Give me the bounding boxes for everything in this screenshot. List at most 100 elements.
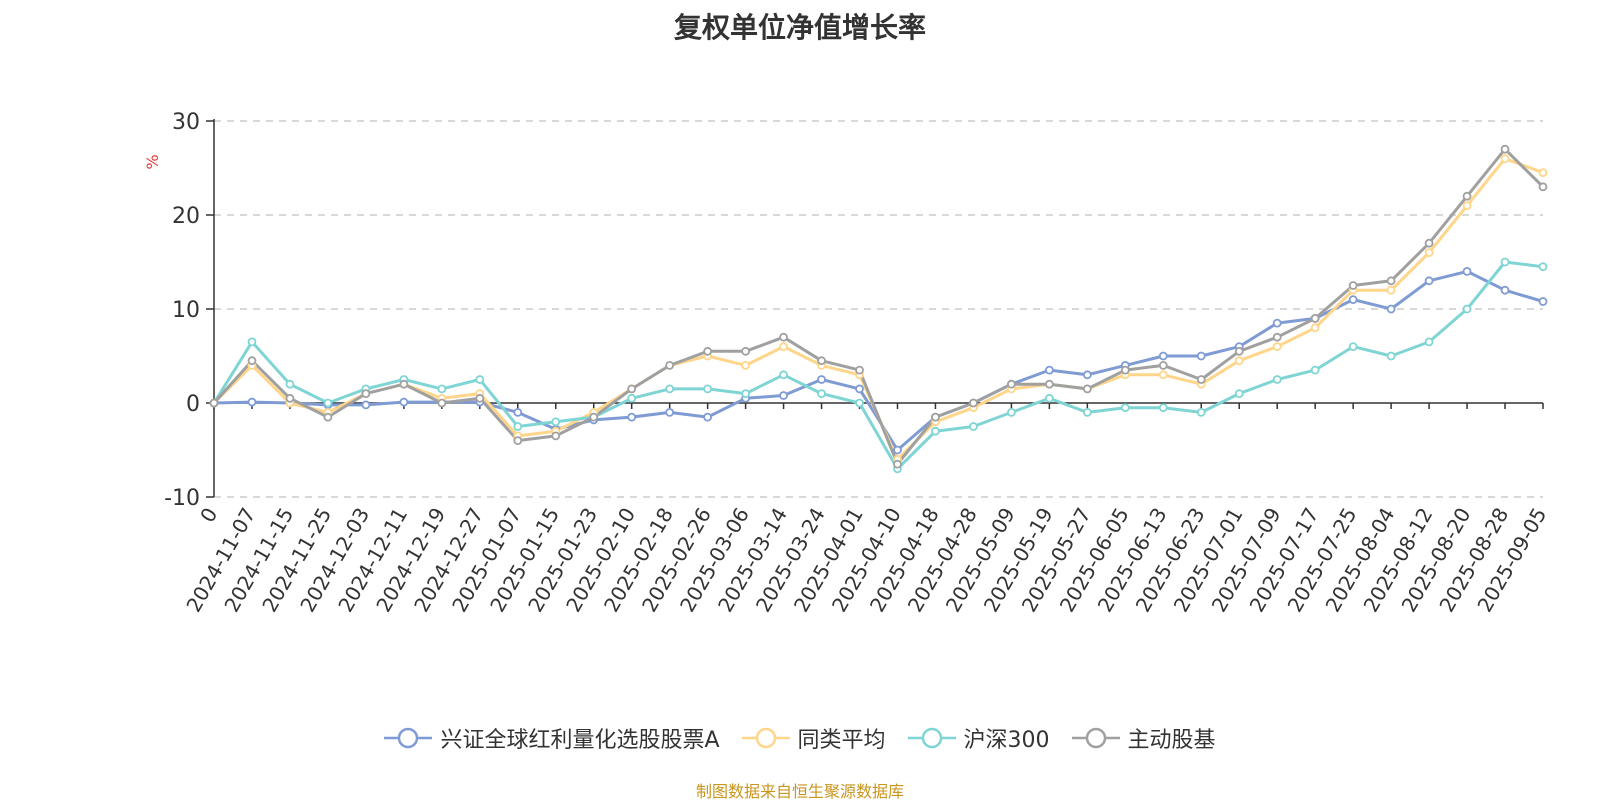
data-point-3-19 [931,412,940,422]
data-point-3-28 [1272,332,1282,342]
data-point-2-31 [1386,351,1396,361]
data-point-3-26 [1196,375,1206,384]
legend-line-circle-icon [1071,727,1120,749]
data-point-3-13 [703,346,713,356]
data-point-0-32 [1424,276,1434,286]
data-point-3-30 [1348,281,1358,290]
data-point-2-13 [703,384,713,394]
data-point-3-31 [1386,276,1396,286]
legend-label: 沪深300 [963,728,1050,753]
data-point-2-8 [513,422,523,431]
legend-item-1[interactable]: 同类平均 [741,722,886,754]
data-point-0-35 [1538,297,1548,306]
x-tick-label: 0 [195,504,222,527]
data-point-3-29 [1310,313,1320,323]
data-point-0-15 [779,391,788,400]
data-point-2-28 [1272,375,1282,384]
legend-item-2[interactable]: 沪深300 [907,722,1050,754]
data-point-0-16 [817,375,826,384]
data-point-1-15 [779,342,788,352]
data-point-3-7 [475,393,485,403]
legend-line-circle-icon [741,727,790,749]
legend-label: 同类平均 [797,728,886,753]
data-point-2-9 [551,417,561,427]
legend-line-circle-icon [384,727,433,749]
data-point-2-11 [627,393,637,403]
data-point-1-35 [1538,168,1548,178]
data-point-2-12 [665,384,675,394]
data-point-0-4 [361,400,371,410]
series-line-3 [212,147,1545,466]
data-point-0-26 [1196,351,1206,361]
data-point-3-34 [1500,144,1510,154]
data-point-2-1 [247,337,257,347]
data-point-0-13 [703,412,713,422]
data-point-1-14 [741,360,750,370]
chart-title: 复权单位净值增长率 [673,11,926,44]
data-point-0-8 [513,407,523,417]
source-note: 制图数据来自恒生聚源数据库 [695,782,904,801]
data-point-3-22 [1044,379,1054,389]
data-point-2-29 [1310,365,1320,375]
data-point-2-21 [1007,407,1016,417]
series-markers [209,144,1548,474]
data-point-3-8 [513,436,523,446]
data-point-3-4 [361,389,371,399]
data-point-2-35 [1538,262,1548,272]
data-point-1-33 [1462,201,1472,211]
legend-label: 兴证全球红利量化选股股票A [440,728,720,753]
data-point-3-18 [893,459,902,469]
legend: 兴证全球红利量化选股股票A 同类平均 沪深300 主动股基 [0,722,1600,754]
data-point-3-5 [399,379,409,389]
data-point-2-23 [1082,407,1092,417]
data-point-0-12 [665,407,675,417]
data-point-2-14 [741,389,750,399]
data-point-0-11 [627,412,637,422]
data-point-2-19 [931,426,940,436]
data-point-1-34 [1500,154,1510,164]
data-point-2-15 [779,370,788,380]
data-point-3-16 [817,356,826,366]
data-point-3-17 [855,365,864,375]
data-point-2-25 [1158,403,1168,413]
data-point-3-33 [1462,191,1472,201]
data-point-3-32 [1424,238,1434,248]
data-point-3-12 [665,360,675,370]
legend-item-0[interactable]: 兴证全球红利量化选股股票A [384,722,720,754]
data-point-3-20 [969,398,978,408]
data-point-0-31 [1386,304,1396,314]
data-point-3-6 [437,398,447,408]
data-point-3-25 [1158,360,1168,370]
data-point-3-27 [1234,346,1244,356]
series-lines [212,147,1545,471]
data-point-3-35 [1538,182,1548,192]
data-point-1-32 [1424,248,1434,258]
y-axis-unit: % [143,154,162,169]
data-point-2-7 [475,375,485,384]
data-point-2-20 [969,422,978,431]
data-point-2-17 [855,398,864,408]
data-point-1-28 [1272,342,1282,352]
data-point-0-18 [893,445,902,455]
data-point-1-29 [1310,323,1320,333]
data-point-2-34 [1500,257,1510,267]
data-point-0-33 [1462,266,1472,276]
legend-item-3[interactable]: 主动股基 [1071,722,1216,754]
data-point-3-11 [627,384,637,394]
y-tick-label: 20 [172,204,200,229]
data-point-2-30 [1348,342,1358,352]
data-point-3-24 [1120,365,1130,375]
data-point-3-14 [741,346,750,356]
data-point-2-27 [1234,389,1244,399]
legend-label: 主动股基 [1127,728,1216,753]
data-point-2-22 [1044,393,1054,403]
series-line-2 [212,260,1544,471]
y-tick-label: 30 [172,110,200,135]
legend-line-circle-icon [907,727,956,749]
data-point-3-2 [285,393,295,403]
data-point-3-1 [247,356,257,366]
data-point-3-0 [209,398,219,408]
data-point-2-24 [1120,403,1130,413]
data-point-3-23 [1082,384,1092,394]
data-point-0-5 [399,397,409,407]
